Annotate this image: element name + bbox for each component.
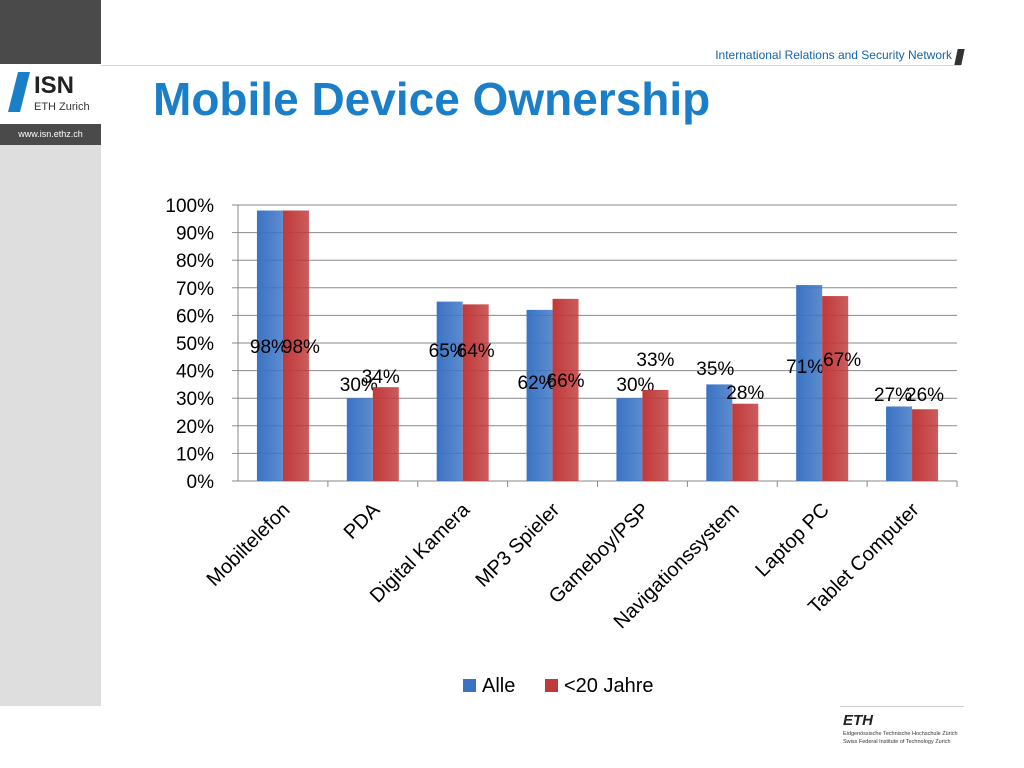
bar-alle [796,285,823,481]
data-label: 30% [340,375,378,396]
bar-u20 [552,298,579,481]
data-label: 67% [823,350,861,371]
bar-u20 [732,403,759,481]
eth-name-english: Swiss Federal Institute of Technology Zu… [843,739,951,745]
y-tick-label: 90% [176,224,214,245]
eth-logo: ETH [843,712,873,729]
bar-alle [886,406,913,481]
x-category-label: MP3 Spieler [472,499,565,592]
y-tick-label: 10% [176,444,214,465]
y-tick-label: 80% [176,251,214,272]
header-divider [101,65,961,66]
bar-u20 [822,296,849,481]
data-label: 33% [636,350,674,371]
legend-label: <20 Jahre [564,675,654,697]
bar-chart: 0% 10% 20% 30% 40% 50% 60% 70% 80% 90% 100% 98%98% M… [165,196,958,697]
legend-swatch [545,679,558,692]
bar-u20 [282,210,309,481]
sidebar-top-block [0,0,101,64]
data-label: 98% [282,337,320,358]
bar-u20 [642,389,669,481]
network-name: International Relations and Security Net… [715,48,952,62]
y-tick-label: 60% [176,306,214,327]
bar-alle [436,301,463,481]
data-label: 66% [547,371,585,392]
isn-logo-text: ISN [34,72,75,99]
legend-label: Alle [482,675,515,697]
x-category-label: Mobiltelefon [203,499,295,591]
x-category-label: PDA [340,499,385,544]
data-label: 27% [874,385,912,406]
isn-logo-slash-icon [8,72,30,112]
data-label: 64% [457,341,495,362]
bar-alle [346,398,373,481]
data-label: 35% [696,359,734,380]
website-url: www.isn.ethz.ch [0,124,101,145]
y-tick-label: 50% [176,334,214,355]
isn-logo-subtitle: ETH Zurich [34,101,90,113]
y-tick-label: 40% [176,362,214,383]
data-label: 62% [518,373,556,394]
y-tick-label: 20% [176,417,214,438]
data-label: 26% [906,385,944,406]
data-label: 34% [362,367,400,388]
bar-u20 [912,409,939,481]
data-label: 71% [786,357,824,378]
bar-alle [706,384,733,481]
bar-alle [526,309,553,481]
bar-u20 [372,387,399,481]
eth-name-german: Eidgenössische Technische Hochschule Zür… [843,731,958,737]
data-label: 28% [726,383,764,404]
legend-swatch [463,679,476,692]
slide-title: Mobile Device Ownership [153,73,711,125]
y-tick-label: 70% [176,279,214,300]
bar-alle [256,210,283,481]
footer-divider [840,706,964,707]
bar-u20 [462,304,489,481]
y-tick-label: 0% [187,472,215,493]
data-label: 98% [250,337,288,358]
bar-alle [616,398,643,481]
y-tick-label: 30% [176,389,214,410]
x-category-label: Laptop PC [751,499,833,581]
y-tick-label: 100% [165,196,214,217]
data-label: 65% [429,341,467,362]
